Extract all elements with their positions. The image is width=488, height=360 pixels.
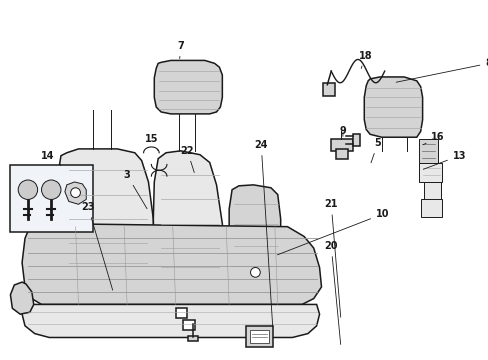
Text: 3: 3	[123, 170, 147, 209]
Text: 9: 9	[339, 126, 346, 136]
Text: 16: 16	[422, 132, 444, 145]
Ellipse shape	[483, 205, 488, 233]
Text: 15: 15	[144, 134, 158, 150]
Text: 18: 18	[358, 50, 371, 68]
Circle shape	[71, 188, 80, 198]
Bar	[245, 326, 272, 347]
Text: 13: 13	[423, 151, 466, 169]
Text: 12: 12	[0, 359, 1, 360]
Text: 11: 11	[0, 359, 1, 360]
Text: 5: 5	[370, 138, 381, 163]
Ellipse shape	[477, 171, 488, 198]
Bar	[188, 336, 198, 341]
Text: 8: 8	[395, 58, 488, 82]
Text: 6: 6	[0, 359, 1, 360]
Polygon shape	[364, 77, 422, 137]
Text: 2: 2	[0, 359, 1, 360]
Text: 24: 24	[254, 140, 272, 327]
Polygon shape	[153, 151, 224, 279]
Polygon shape	[57, 149, 154, 279]
Bar	[418, 139, 437, 162]
Bar	[10, 165, 93, 231]
Text: 22: 22	[180, 146, 194, 172]
Bar	[249, 330, 268, 343]
Polygon shape	[229, 185, 280, 279]
Polygon shape	[154, 60, 222, 114]
Circle shape	[41, 180, 61, 199]
Bar	[175, 308, 187, 318]
Polygon shape	[65, 182, 86, 204]
Text: 10: 10	[277, 209, 389, 255]
Text: 19: 19	[0, 359, 1, 360]
Circle shape	[18, 180, 38, 199]
Bar	[323, 83, 334, 96]
Polygon shape	[10, 282, 34, 314]
Text: 1: 1	[0, 359, 1, 360]
Text: 20: 20	[324, 241, 340, 345]
Text: 21: 21	[324, 199, 340, 317]
Text: 7: 7	[177, 41, 183, 59]
Text: 4: 4	[0, 359, 1, 360]
Bar	[183, 320, 195, 330]
Bar	[418, 162, 441, 182]
Bar	[423, 182, 440, 201]
Bar	[352, 134, 360, 146]
Circle shape	[250, 267, 260, 277]
Polygon shape	[22, 224, 321, 305]
Bar	[420, 199, 441, 217]
Polygon shape	[22, 302, 319, 337]
Text: 23: 23	[81, 202, 112, 290]
Text: 17: 17	[0, 359, 1, 360]
Text: 14: 14	[41, 151, 61, 165]
Bar	[335, 149, 347, 159]
Bar	[330, 139, 352, 151]
